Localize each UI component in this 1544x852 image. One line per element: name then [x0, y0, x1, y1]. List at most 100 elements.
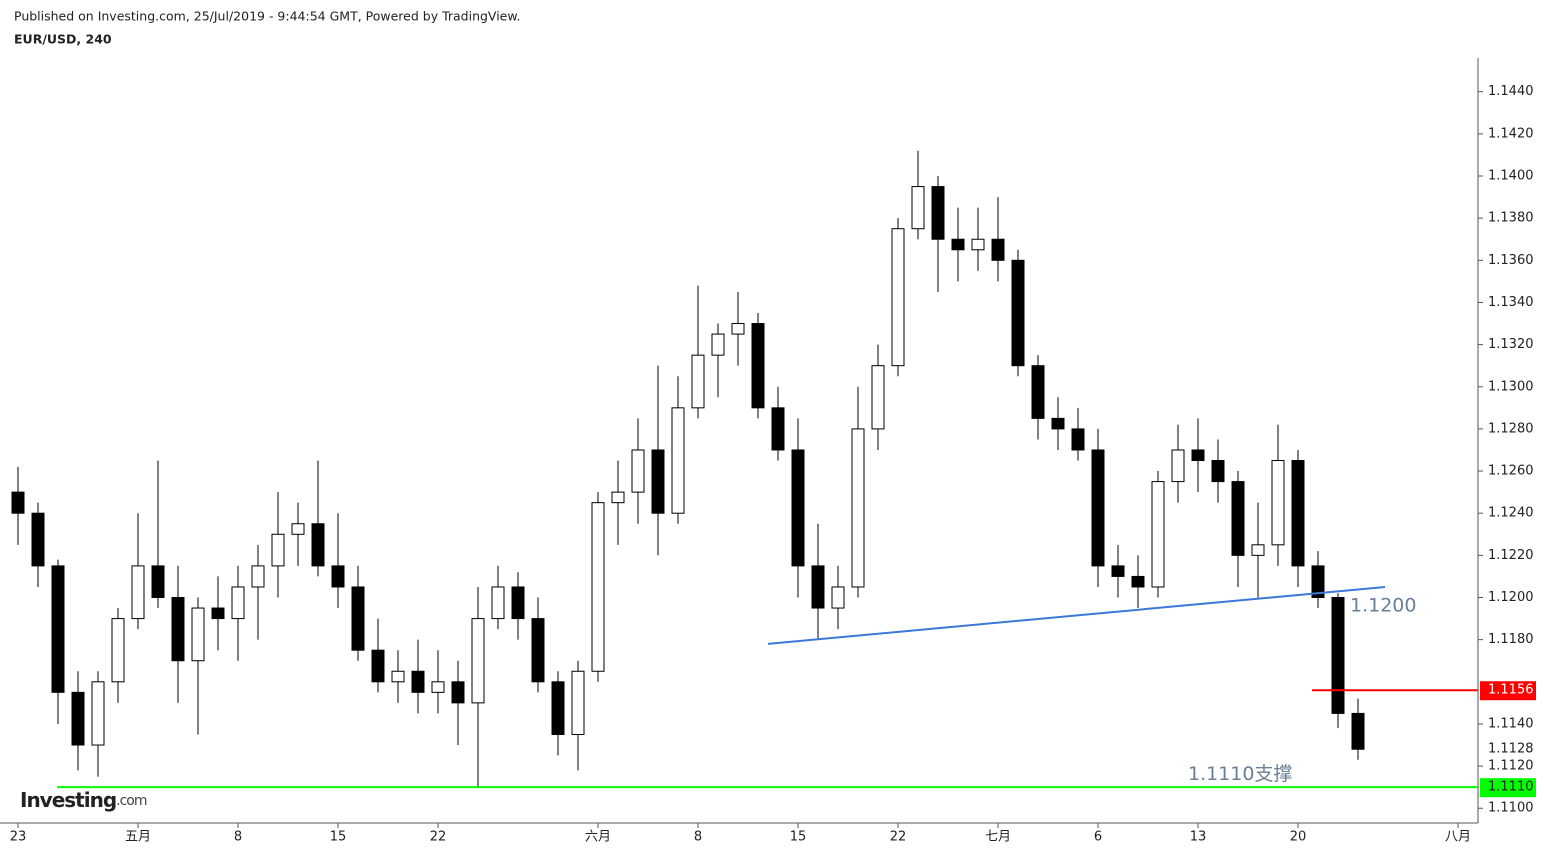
x-tick-label: 20	[1290, 830, 1307, 845]
y-tick-label: 1.1340	[1488, 295, 1534, 310]
candle-body	[511, 586, 525, 620]
candle-body	[1051, 417, 1065, 430]
candle-body	[251, 565, 265, 588]
candle-body	[411, 670, 425, 693]
price-tag	[1480, 778, 1536, 798]
y-tick-label: 1.1240	[1488, 506, 1534, 521]
candle-body	[471, 618, 485, 704]
x-tick-label: 六月	[585, 830, 611, 845]
y-tick-label: 1.1400	[1488, 169, 1534, 184]
price-tag	[1480, 681, 1536, 701]
y-tick-label: 1.1220	[1488, 548, 1534, 563]
logo-main: Investing	[20, 788, 116, 812]
candle-body	[451, 681, 465, 704]
x-tick-label: 6	[1094, 830, 1102, 845]
candle-body	[211, 607, 225, 620]
candle-body	[171, 597, 185, 662]
candle-body	[1091, 449, 1105, 567]
y-tick-label: 1.1120	[1488, 759, 1534, 774]
x-tick-label: 8	[694, 830, 702, 845]
candle-body	[551, 681, 565, 735]
candle-body	[351, 586, 365, 651]
candle-body	[491, 586, 505, 620]
candle-body	[31, 512, 45, 567]
candle-body	[871, 365, 885, 430]
candle-body	[1131, 575, 1145, 588]
candle-body	[1031, 365, 1045, 419]
logo-suffix: .com	[116, 793, 147, 809]
candle-body	[1311, 565, 1325, 599]
candle-body	[931, 186, 945, 240]
candle-body	[911, 186, 925, 230]
candle-body	[631, 449, 645, 493]
x-tick-label: 七月	[985, 830, 1011, 845]
x-tick-label: 15	[330, 830, 347, 845]
candle-body	[431, 681, 445, 693]
candle-body	[1271, 460, 1285, 546]
candle-body	[391, 670, 405, 683]
logo: Investing.com	[20, 788, 147, 812]
candle-body	[671, 407, 685, 514]
candle-body	[131, 565, 145, 620]
candle-body	[951, 238, 965, 251]
published: Published on Investing.com, 25/Jul/2019 …	[14, 9, 520, 24]
candle-body	[1111, 565, 1125, 577]
candle-body	[1331, 597, 1345, 714]
candle-body	[231, 586, 245, 620]
candle-body	[811, 565, 825, 609]
annotation: 1.1200	[1350, 594, 1416, 616]
candle-body	[191, 607, 205, 662]
y-tick-label: 1.1440	[1488, 84, 1534, 99]
candle-body	[851, 428, 865, 588]
x-tick-label: 13	[1190, 830, 1207, 845]
price-tag-label: 1.1156	[1488, 683, 1534, 698]
y-tick-label: 1.1140	[1488, 716, 1534, 731]
y-tick-label: 1.1300	[1488, 379, 1534, 394]
price-tag-label: 1.1110	[1488, 780, 1534, 795]
candle-body	[611, 491, 625, 504]
candle-body	[71, 691, 85, 746]
y-tick-label: 1.1260	[1488, 464, 1534, 479]
candle-body	[291, 523, 305, 535]
candle-body	[271, 533, 285, 567]
candle-body	[91, 681, 105, 746]
candle-body	[991, 238, 1005, 261]
trendline	[767, 585, 1386, 645]
candle-body	[831, 586, 845, 609]
x-tick-label: 23	[10, 830, 27, 845]
x-tick-label: 8	[234, 830, 242, 845]
candle-body	[751, 323, 765, 409]
candle-body	[691, 354, 705, 409]
y-tick-label: 1.1180	[1488, 632, 1534, 647]
candle-body	[1171, 449, 1185, 483]
candle-body	[971, 238, 985, 251]
candle-body	[151, 565, 165, 599]
x-tick-label: 22	[430, 830, 447, 845]
candle-body	[891, 228, 905, 367]
candle-body	[791, 449, 805, 567]
candle-body	[1071, 428, 1085, 451]
candle-body	[1351, 712, 1365, 750]
candle-body	[331, 565, 345, 588]
candle-body	[771, 407, 785, 451]
candle-body	[371, 649, 385, 683]
symbol: EUR/USD, 240	[14, 32, 112, 47]
candle-body	[731, 323, 745, 335]
candle-body	[1251, 544, 1265, 556]
candle-body	[11, 491, 25, 514]
candle-body	[111, 618, 125, 683]
x-tick-label: 五月	[125, 830, 151, 845]
candle-body	[311, 523, 325, 567]
candle-body	[1011, 259, 1025, 367]
y-tick-label: 1.1420	[1488, 126, 1534, 141]
y-tick-label: 1.1320	[1488, 337, 1534, 352]
candle-body	[1231, 481, 1245, 556]
price-tag-label: 1.1128	[1488, 742, 1534, 757]
x-tick-label: 22	[890, 830, 907, 845]
x-tick-label: 15	[790, 830, 807, 845]
y-tick-label: 1.1360	[1488, 253, 1534, 268]
y-tick-label: 1.1380	[1488, 211, 1534, 226]
y-tick-label: 1.1280	[1488, 421, 1534, 436]
